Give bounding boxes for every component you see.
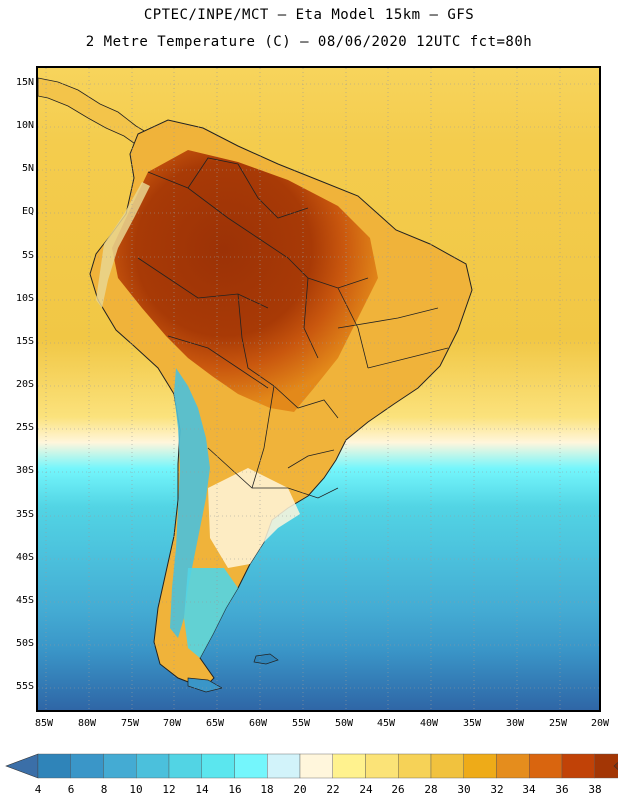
colorbar-segment bbox=[332, 753, 366, 779]
colorbar-arrow-high bbox=[613, 762, 618, 770]
colorbar-segment bbox=[398, 753, 432, 779]
colorbar-segment bbox=[234, 753, 268, 779]
lat-tick-label: 45S bbox=[15, 595, 34, 606]
lat-tick-label: 20S bbox=[15, 379, 34, 390]
lat-tick-label: 25S bbox=[15, 422, 34, 433]
country-borders bbox=[137, 157, 449, 499]
lon-tick-label: 55W bbox=[291, 718, 311, 729]
colorbar-label: 26 bbox=[391, 783, 405, 796]
lat-tick-label: 10N bbox=[15, 120, 34, 131]
colorbar-label: 8 bbox=[100, 783, 108, 796]
colorbar-label: 24 bbox=[359, 783, 373, 796]
southern-cone-region bbox=[208, 468, 300, 568]
colorbar-label: 18 bbox=[260, 783, 274, 796]
colorbar-arrow-low bbox=[5, 753, 39, 779]
andes-cool-strip bbox=[96, 182, 150, 308]
colorbar-label: 16 bbox=[228, 783, 242, 796]
lat-tick-label: 55S bbox=[15, 681, 34, 692]
lon-tick-label: 65W bbox=[205, 718, 225, 729]
colorbar-label: 12 bbox=[162, 783, 176, 796]
lat-tick-label: 15N bbox=[15, 77, 34, 88]
colorbar-label: 36 bbox=[555, 783, 569, 796]
lon-tick-label: 85W bbox=[34, 718, 54, 729]
colorbar-label: 10 bbox=[129, 783, 143, 796]
colorbar-segment bbox=[594, 753, 618, 779]
lat-tick-label: 5S bbox=[21, 250, 34, 261]
lon-tick-label: 50W bbox=[334, 718, 354, 729]
lon-tick-label: 60W bbox=[248, 718, 268, 729]
colorbar-segment bbox=[463, 753, 497, 779]
chart-title-line1: CPTEC/INPE/MCT – Eta Model 15km – GFS bbox=[143, 7, 475, 23]
lat-tick-label: 10S bbox=[15, 293, 34, 304]
lon-tick-label: 20W bbox=[590, 718, 610, 729]
lat-tick-label: 40S bbox=[15, 552, 34, 563]
lat-tick-label: 50S bbox=[15, 638, 34, 649]
colorbar-segment bbox=[267, 753, 301, 779]
colorbar-segment bbox=[37, 753, 71, 779]
lon-tick-label: 40W bbox=[419, 718, 439, 729]
colorbar-segment bbox=[136, 753, 170, 779]
colorbar-segment bbox=[299, 753, 333, 779]
chart-title-line2: 2 Metre Temperature (C) – 08/06/2020 12U… bbox=[85, 34, 533, 50]
colorbar-label: 4 bbox=[34, 783, 42, 796]
lon-tick-label: 70W bbox=[162, 718, 182, 729]
colorbar-label: 20 bbox=[293, 783, 307, 796]
lon-tick-label: 35W bbox=[462, 718, 482, 729]
lat-tick-label: EQ bbox=[21, 206, 34, 217]
colorbar-label: 14 bbox=[195, 783, 209, 796]
colorbar-label: 34 bbox=[522, 783, 536, 796]
colorbar-segment bbox=[430, 753, 464, 779]
colorbar-segment bbox=[70, 753, 104, 779]
colorbar-segment bbox=[529, 753, 563, 779]
colorbar-segment bbox=[201, 753, 235, 779]
tierra-del-fuego bbox=[187, 677, 223, 693]
colorbar-label: 30 bbox=[457, 783, 471, 796]
colorbar-label: 32 bbox=[490, 783, 504, 796]
hot-interior-region bbox=[112, 150, 378, 412]
lon-tick-label: 75W bbox=[120, 718, 140, 729]
lat-tick-label: 35S bbox=[15, 509, 34, 520]
lat-tick-label: 30S bbox=[15, 465, 34, 476]
lon-tick-label: 45W bbox=[376, 718, 396, 729]
colorbar-label: 6 bbox=[67, 783, 75, 796]
colorbar-label: 38 bbox=[588, 783, 602, 796]
lon-tick-label: 30W bbox=[505, 718, 525, 729]
lat-tick-label: 5N bbox=[21, 163, 34, 174]
colorbar-label: 22 bbox=[326, 783, 340, 796]
colorbar bbox=[5, 753, 618, 779]
lat-tick-label: 15S bbox=[15, 336, 34, 347]
colorbar-segment bbox=[103, 753, 137, 779]
lon-tick-label: 80W bbox=[77, 718, 97, 729]
lon-tick-label: 25W bbox=[548, 718, 568, 729]
colorbar-label: 28 bbox=[424, 783, 438, 796]
temperature-map bbox=[36, 66, 601, 712]
patagonia-region bbox=[184, 568, 238, 658]
andes-cold-strip bbox=[170, 368, 210, 638]
colorbar-segment bbox=[365, 753, 399, 779]
colorbar-segment bbox=[561, 753, 595, 779]
colorbar-segment bbox=[496, 753, 530, 779]
colorbar-segment bbox=[168, 753, 202, 779]
